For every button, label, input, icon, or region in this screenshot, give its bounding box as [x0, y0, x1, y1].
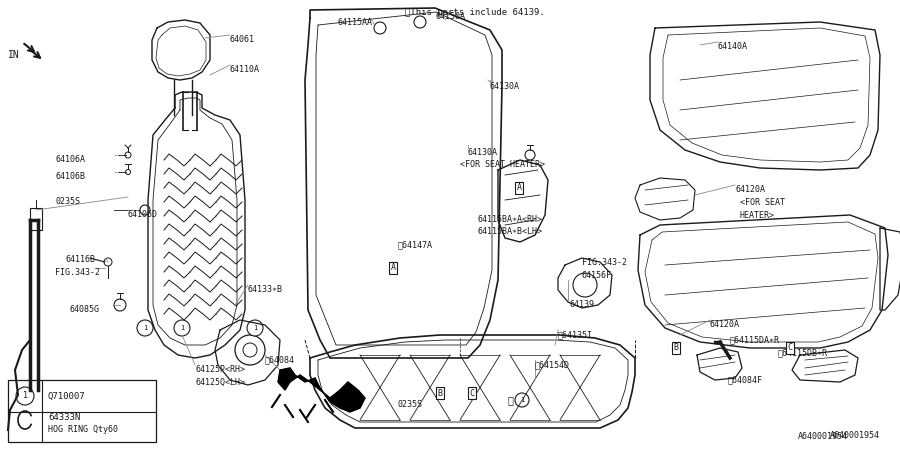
Text: 64085G: 64085G: [70, 305, 100, 314]
Text: FIG.343-2: FIG.343-2: [55, 268, 100, 277]
Circle shape: [235, 335, 265, 365]
Text: C: C: [788, 343, 793, 352]
Text: 64156F: 64156F: [582, 271, 612, 280]
Text: B: B: [437, 388, 443, 397]
Text: <FOR SEAT: <FOR SEAT: [740, 198, 785, 207]
Text: 0235S: 0235S: [398, 400, 423, 409]
Text: 64130A: 64130A: [468, 148, 498, 157]
Text: HEATER>: HEATER>: [740, 211, 775, 220]
Text: 64150A: 64150A: [435, 12, 465, 21]
Text: 0235S: 0235S: [55, 197, 80, 206]
Text: 64125Q<LH>: 64125Q<LH>: [195, 378, 245, 387]
Text: 64120A: 64120A: [735, 185, 765, 194]
Text: ※: ※: [507, 395, 513, 405]
Text: ※This parts include 64139.: ※This parts include 64139.: [405, 8, 544, 17]
Text: 64115BA∗A<RH>: 64115BA∗A<RH>: [478, 215, 543, 224]
Text: ※64084: ※64084: [265, 355, 295, 364]
Text: ※64115DA∗R: ※64115DA∗R: [730, 335, 780, 344]
Circle shape: [247, 320, 263, 336]
Text: 1: 1: [253, 325, 257, 331]
Text: 64061: 64061: [230, 35, 255, 44]
Text: HOG RING Qty60: HOG RING Qty60: [48, 426, 118, 435]
Text: 64115BA∗B<LH>: 64115BA∗B<LH>: [478, 227, 543, 236]
Text: ※64154D: ※64154D: [535, 360, 570, 369]
Bar: [30, 208, 42, 230]
Circle shape: [174, 320, 190, 336]
Text: 64333N: 64333N: [48, 414, 80, 423]
Circle shape: [374, 22, 386, 34]
Circle shape: [104, 258, 112, 266]
Circle shape: [573, 273, 597, 297]
Text: 64115AA: 64115AA: [338, 18, 373, 27]
Text: 1: 1: [22, 392, 28, 400]
Text: 1: 1: [180, 325, 184, 331]
Text: 64110A: 64110A: [230, 65, 260, 74]
Text: 64140A: 64140A: [718, 42, 748, 51]
Text: A: A: [391, 264, 395, 273]
Text: 64116B: 64116B: [65, 255, 95, 264]
Circle shape: [114, 299, 126, 311]
Text: Q710007: Q710007: [48, 392, 86, 400]
Text: <FOR SEAT HEATER>: <FOR SEAT HEATER>: [460, 160, 545, 169]
Text: B: B: [673, 343, 679, 352]
Polygon shape: [278, 368, 365, 412]
Circle shape: [515, 393, 529, 407]
Text: 64120A: 64120A: [710, 320, 740, 329]
Circle shape: [16, 387, 34, 405]
Circle shape: [137, 320, 153, 336]
Text: 64125P<RH>: 64125P<RH>: [195, 365, 245, 374]
Text: A640001954: A640001954: [798, 432, 848, 441]
Text: A: A: [517, 184, 521, 193]
Text: 64133∗B: 64133∗B: [248, 285, 283, 294]
Text: A640001954: A640001954: [830, 431, 880, 440]
Bar: [8, 380, 156, 442]
Text: 64130A: 64130A: [490, 82, 520, 91]
Circle shape: [525, 150, 535, 160]
Text: ※64135I: ※64135I: [558, 330, 593, 339]
Text: IN: IN: [8, 50, 20, 60]
Text: ※64147A: ※64147A: [398, 240, 433, 249]
Circle shape: [414, 16, 426, 28]
Text: 64106B: 64106B: [55, 172, 85, 181]
Text: 1: 1: [143, 325, 147, 331]
Text: 64139: 64139: [570, 300, 595, 309]
Text: 64106A: 64106A: [55, 155, 85, 164]
Circle shape: [140, 205, 150, 215]
Text: 1: 1: [520, 397, 524, 403]
Text: 64106D: 64106D: [128, 210, 158, 219]
Text: ※64115DB∗R: ※64115DB∗R: [778, 348, 828, 357]
Text: ※64084F: ※64084F: [728, 375, 763, 384]
Text: FIG.343-2: FIG.343-2: [582, 258, 627, 267]
Text: C: C: [470, 388, 474, 397]
Circle shape: [243, 343, 257, 357]
